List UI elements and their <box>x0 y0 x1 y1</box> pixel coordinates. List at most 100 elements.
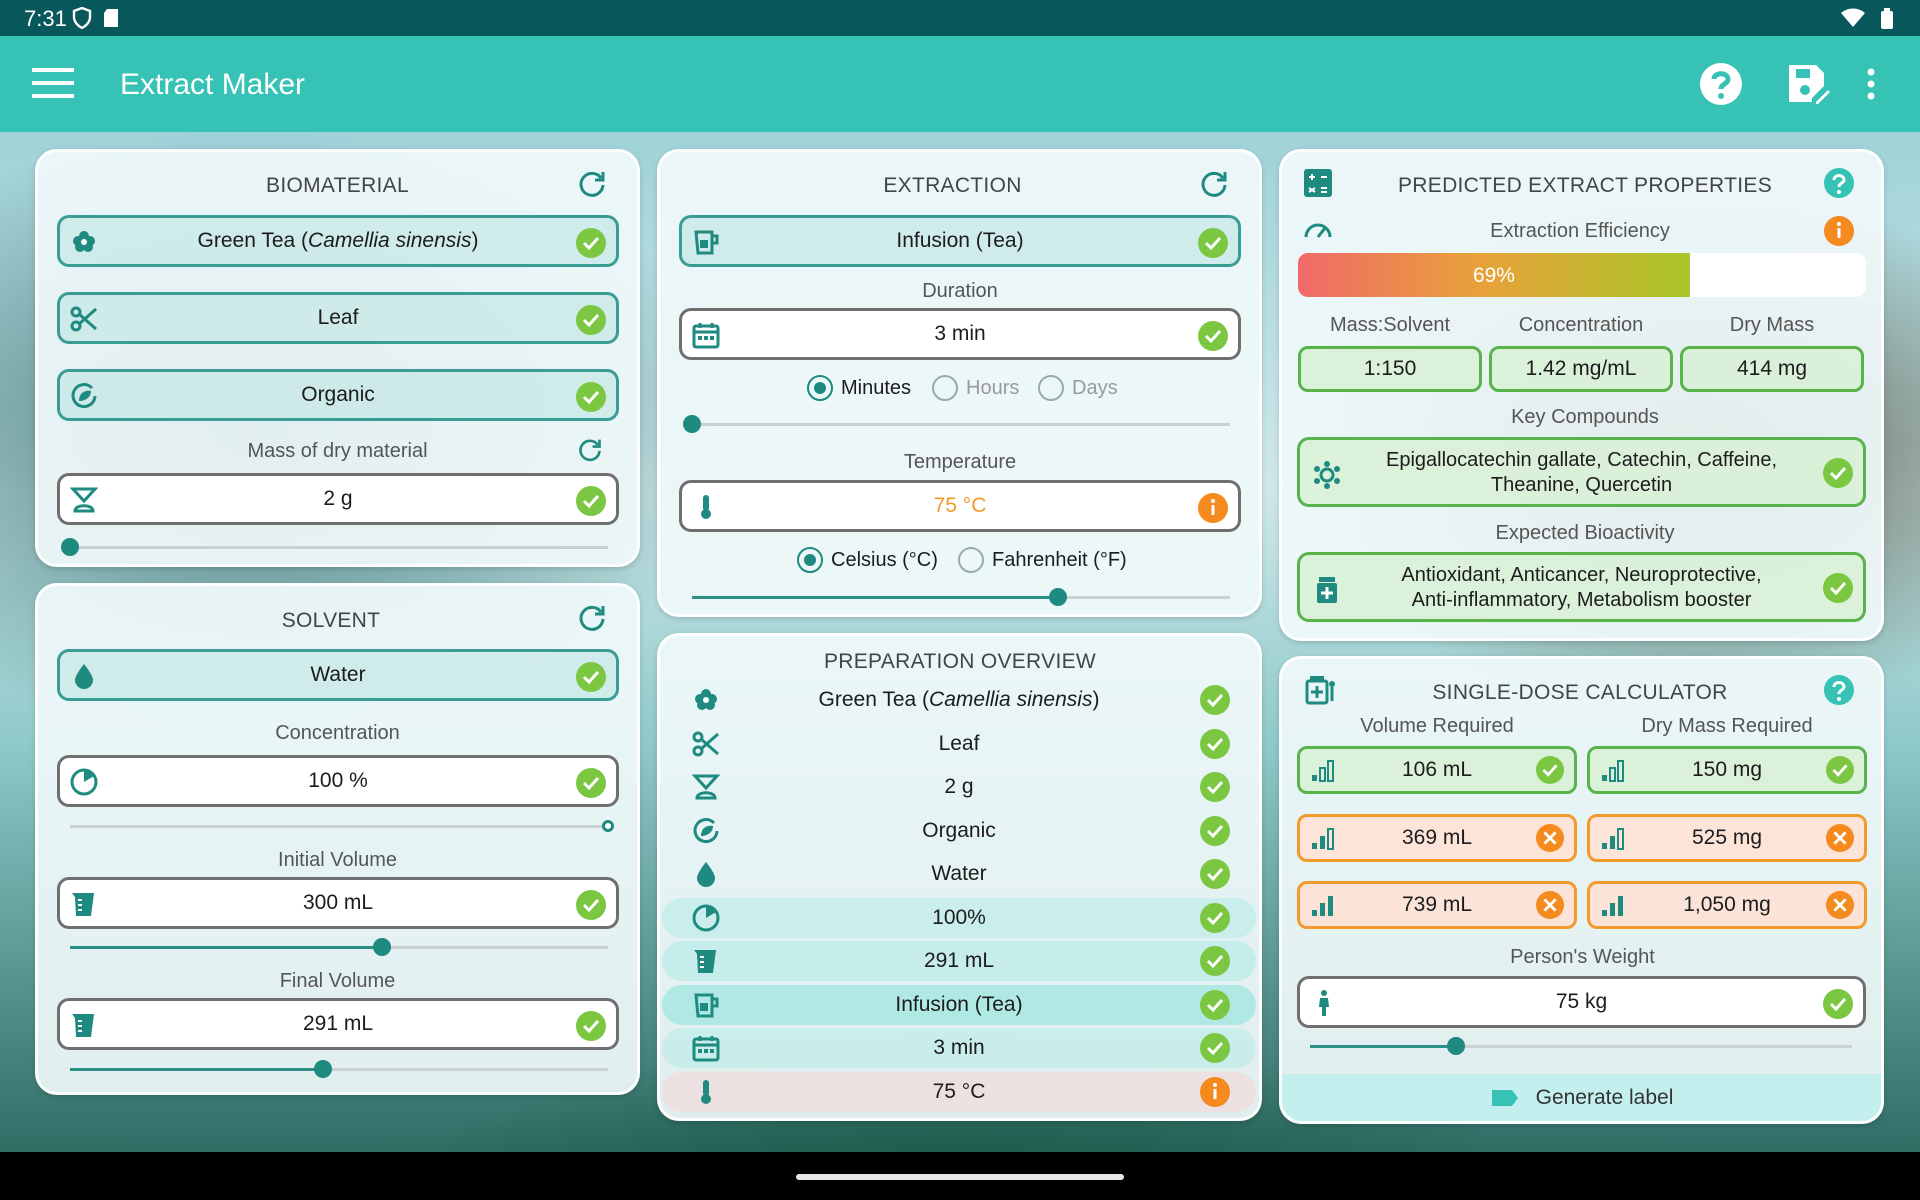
overview-species-latin: Camellia sinensis <box>929 688 1093 711</box>
radio-button[interactable] <box>932 375 958 401</box>
concentration-label: Concentration <box>275 722 400 744</box>
person-icon <box>1319 990 1329 1016</box>
weight-slider[interactable] <box>1310 1037 1852 1055</box>
check-icon <box>1200 816 1230 846</box>
check-icon <box>1200 859 1230 889</box>
close-icon <box>1826 891 1854 919</box>
dose-value: 739 mL <box>1401 893 1473 916</box>
initial-volume-slider[interactable] <box>70 938 608 956</box>
overview-value: Organic <box>922 819 996 842</box>
refresh-icon[interactable] <box>577 603 607 633</box>
concentration-field[interactable]: 100 % <box>57 755 619 807</box>
radio-celsius[interactable]: Celsius (°C) <box>797 547 938 573</box>
plant-part-field[interactable]: Leaf <box>57 292 619 344</box>
compounds-line-1: Epigallocatechin gallate, Catechin, Caff… <box>1386 449 1777 471</box>
slider-knob[interactable] <box>313 1060 332 1078</box>
refresh-icon[interactable] <box>577 169 607 199</box>
signal-medium-icon <box>1602 828 1624 850</box>
medicine-bottle-icon <box>1317 577 1337 603</box>
final-volume-label: Final Volume <box>279 970 396 992</box>
initial-volume-label: Initial Volume <box>278 849 397 871</box>
close-icon <box>1536 824 1564 852</box>
mass-slider[interactable] <box>61 538 608 556</box>
overview-value: Water <box>931 862 987 885</box>
overview-row-solvent: Water <box>662 854 1256 894</box>
efficiency-bar-fill <box>1298 253 1690 297</box>
check-icon <box>576 768 606 798</box>
radio-minutes[interactable]: Minutes <box>807 375 911 401</box>
close-icon <box>1536 891 1564 919</box>
dry-mass-value: 414 mg <box>1680 346 1864 392</box>
radio-fahrenheit[interactable]: Fahrenheit (°F) <box>958 547 1127 573</box>
overview-value: Infusion (Tea) <box>895 993 1023 1016</box>
shield-icon <box>72 7 92 29</box>
weight-field[interactable]: 75 kg <box>1297 976 1866 1028</box>
menu-icon[interactable] <box>32 68 74 98</box>
concentration-slider[interactable] <box>70 820 614 832</box>
radio-button[interactable] <box>807 375 833 401</box>
refresh-icon[interactable] <box>1199 169 1229 199</box>
slider-knob[interactable] <box>683 415 701 433</box>
signal-low-icon <box>1312 760 1334 782</box>
molecule-icon <box>1314 461 1340 489</box>
beaker-icon <box>72 1014 94 1037</box>
dose-value: 150 mg <box>1691 758 1763 781</box>
slider-knob[interactable] <box>602 820 614 832</box>
overview-row-concentration: 100% <box>662 898 1256 938</box>
help-icon[interactable] <box>1824 168 1854 198</box>
info-icon <box>1824 216 1854 246</box>
cultivation-field[interactable]: Organic <box>57 369 619 421</box>
species-close: ) <box>471 229 479 252</box>
dose-value: 369 mL <box>1401 826 1473 849</box>
radio-days[interactable]: Days <box>1038 375 1118 401</box>
overview-value: 75 °C <box>932 1080 986 1103</box>
overview-species-close: ) <box>1092 688 1100 711</box>
overview-value: 100% <box>932 906 986 929</box>
radio-hours[interactable]: Hours <box>932 375 1019 401</box>
temperature-field[interactable]: 75 °C <box>679 480 1241 532</box>
drymass-required-label: Dry Mass Required <box>1641 715 1813 737</box>
overview-value: Leaf <box>938 732 980 755</box>
duration-slider[interactable] <box>683 415 1230 433</box>
mass-field[interactable]: 2 g <box>57 473 619 525</box>
initial-volume-field[interactable]: 300 mL <box>57 877 619 929</box>
generate-label-button[interactable]: Generate label <box>1282 1074 1881 1121</box>
solvent-value: Water <box>310 663 366 686</box>
signal-low-icon <box>1602 760 1624 782</box>
thermometer-icon <box>701 1080 711 1104</box>
temperature-slider[interactable] <box>692 588 1230 606</box>
method-field[interactable]: Infusion (Tea) <box>679 215 1241 267</box>
check-icon <box>576 662 606 692</box>
save-edit-icon[interactable] <box>1786 62 1830 106</box>
organic-icon <box>71 383 97 409</box>
help-icon[interactable] <box>1699 62 1743 106</box>
flower-icon <box>695 689 717 710</box>
slider-knob[interactable] <box>61 538 79 556</box>
radio-button[interactable] <box>1038 375 1064 401</box>
radio-button[interactable] <box>958 547 984 573</box>
home-gesture-bar[interactable] <box>796 1174 1124 1180</box>
check-icon <box>1200 990 1230 1020</box>
duration-label: Duration <box>922 280 998 302</box>
final-volume-field[interactable]: 291 mL <box>57 998 619 1050</box>
final-volume-slider[interactable] <box>70 1060 608 1078</box>
mass-label: Mass of dry material <box>247 440 428 462</box>
weight-label: Person's Weight <box>1510 946 1655 968</box>
solvent-field[interactable]: Water <box>57 649 619 701</box>
status-bar: 7:31 <box>0 0 1920 36</box>
check-icon <box>1823 989 1853 1019</box>
overview-row-duration: 3 min <box>662 1028 1256 1068</box>
duration-field[interactable]: 3 min <box>679 308 1241 360</box>
slider-knob[interactable] <box>1048 588 1067 606</box>
extraction-title: EXTRACTION <box>883 174 1022 197</box>
efficiency-bar: 69% <box>1298 253 1866 297</box>
more-options-icon[interactable] <box>1866 66 1876 102</box>
slider-knob[interactable] <box>1447 1037 1466 1055</box>
check-icon <box>1198 228 1228 258</box>
overview-row-mass: 2 g <box>662 767 1256 807</box>
radio-button[interactable] <box>797 547 823 573</box>
slider-knob[interactable] <box>373 938 392 956</box>
species-field[interactable]: Green Tea (Camellia sinensis) <box>57 215 619 267</box>
help-icon[interactable] <box>1824 675 1854 705</box>
refresh-icon[interactable] <box>577 437 603 463</box>
